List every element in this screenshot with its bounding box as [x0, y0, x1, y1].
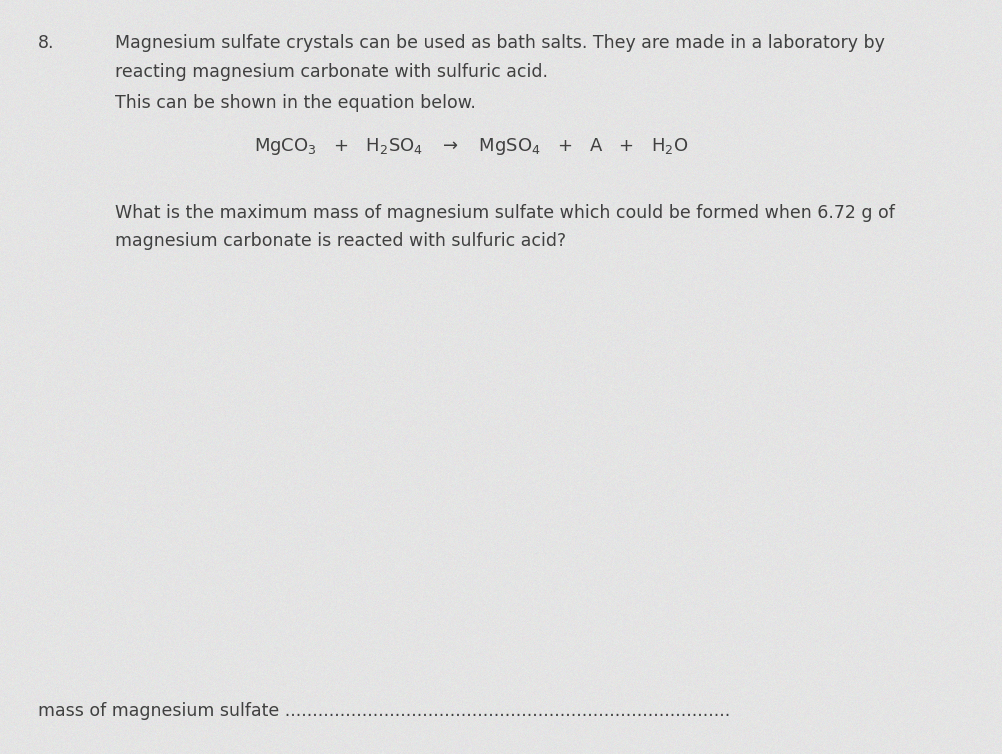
Text: Magnesium sulfate crystals can be used as bath salts. They are made in a laborat: Magnesium sulfate crystals can be used a…	[115, 34, 885, 52]
Text: $\mathrm{MgCO_3}$   +   $\mathrm{H_2SO_4}$   $\rightarrow$   $\mathrm{MgSO_4}$  : $\mathrm{MgCO_3}$ + $\mathrm{H_2SO_4}$ $…	[254, 136, 688, 157]
Text: This can be shown in the equation below.: This can be shown in the equation below.	[115, 94, 476, 112]
Text: mass of magnesium sulfate ......................................................: mass of magnesium sulfate ..............…	[38, 702, 730, 720]
Text: 8.: 8.	[38, 34, 54, 52]
Text: What is the maximum mass of magnesium sulfate which could be formed when 6.72 g : What is the maximum mass of magnesium su…	[115, 204, 895, 222]
Text: magnesium carbonate is reacted with sulfuric acid?: magnesium carbonate is reacted with sulf…	[115, 232, 566, 250]
Text: reacting magnesium carbonate with sulfuric acid.: reacting magnesium carbonate with sulfur…	[115, 63, 548, 81]
